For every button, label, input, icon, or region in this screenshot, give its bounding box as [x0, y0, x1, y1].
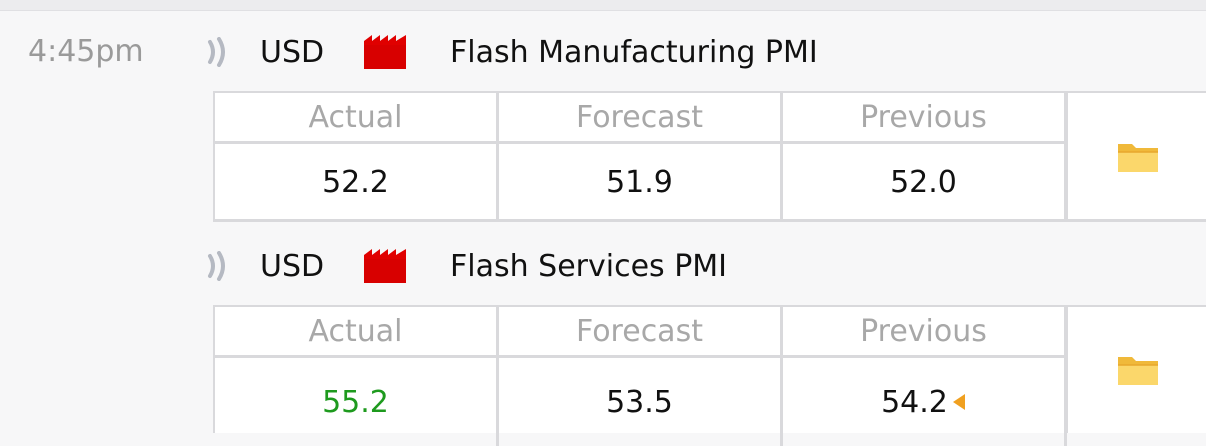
event-title[interactable]: Flash Services PMI: [450, 248, 728, 284]
event-header[interactable]: USD Flash Manufacturing PMI: [206, 32, 818, 72]
event-detail-cell[interactable]: [1065, 93, 1206, 221]
event-header[interactable]: USD Flash Services PMI: [206, 246, 727, 286]
currency-code: USD: [260, 248, 325, 284]
actual-header: Actual: [215, 307, 499, 358]
top-divider: [0, 0, 1206, 11]
speaker-wave-icon[interactable]: [206, 251, 232, 281]
previous-header: Previous: [783, 93, 1067, 144]
currency-code: USD: [260, 34, 325, 70]
revised-arrow-icon[interactable]: [950, 392, 966, 412]
factory-icon: [364, 249, 406, 283]
event-time: 4:45pm: [28, 34, 144, 69]
forecast-value: 53.5: [499, 358, 783, 446]
actual-header: Actual: [215, 93, 499, 144]
previous-header: Previous: [783, 307, 1067, 358]
forecast-header: Forecast: [499, 307, 783, 358]
previous-value-cell: 54.2: [783, 358, 1067, 446]
factory-icon: [364, 35, 406, 69]
previous-value: 54.2: [881, 384, 948, 420]
folder-icon[interactable]: [1116, 353, 1160, 387]
speaker-wave-icon[interactable]: [206, 37, 232, 67]
previous-value: 52.0: [783, 144, 1067, 221]
event-values-grid: Actual Forecast Previous 55.2 53.5 54.2: [213, 305, 1206, 446]
forecast-value: 51.9: [499, 144, 783, 221]
actual-value: 55.2: [215, 358, 499, 446]
folder-icon[interactable]: [1116, 140, 1160, 174]
actual-value: 52.2: [215, 144, 499, 221]
grid-bottom-border: [213, 219, 1206, 222]
event-detail-cell[interactable]: [1065, 307, 1206, 433]
event-title[interactable]: Flash Manufacturing PMI: [450, 34, 818, 70]
forecast-header: Forecast: [499, 93, 783, 144]
event-values-grid: Actual Forecast Previous 52.2 51.9 52.0: [213, 91, 1206, 221]
